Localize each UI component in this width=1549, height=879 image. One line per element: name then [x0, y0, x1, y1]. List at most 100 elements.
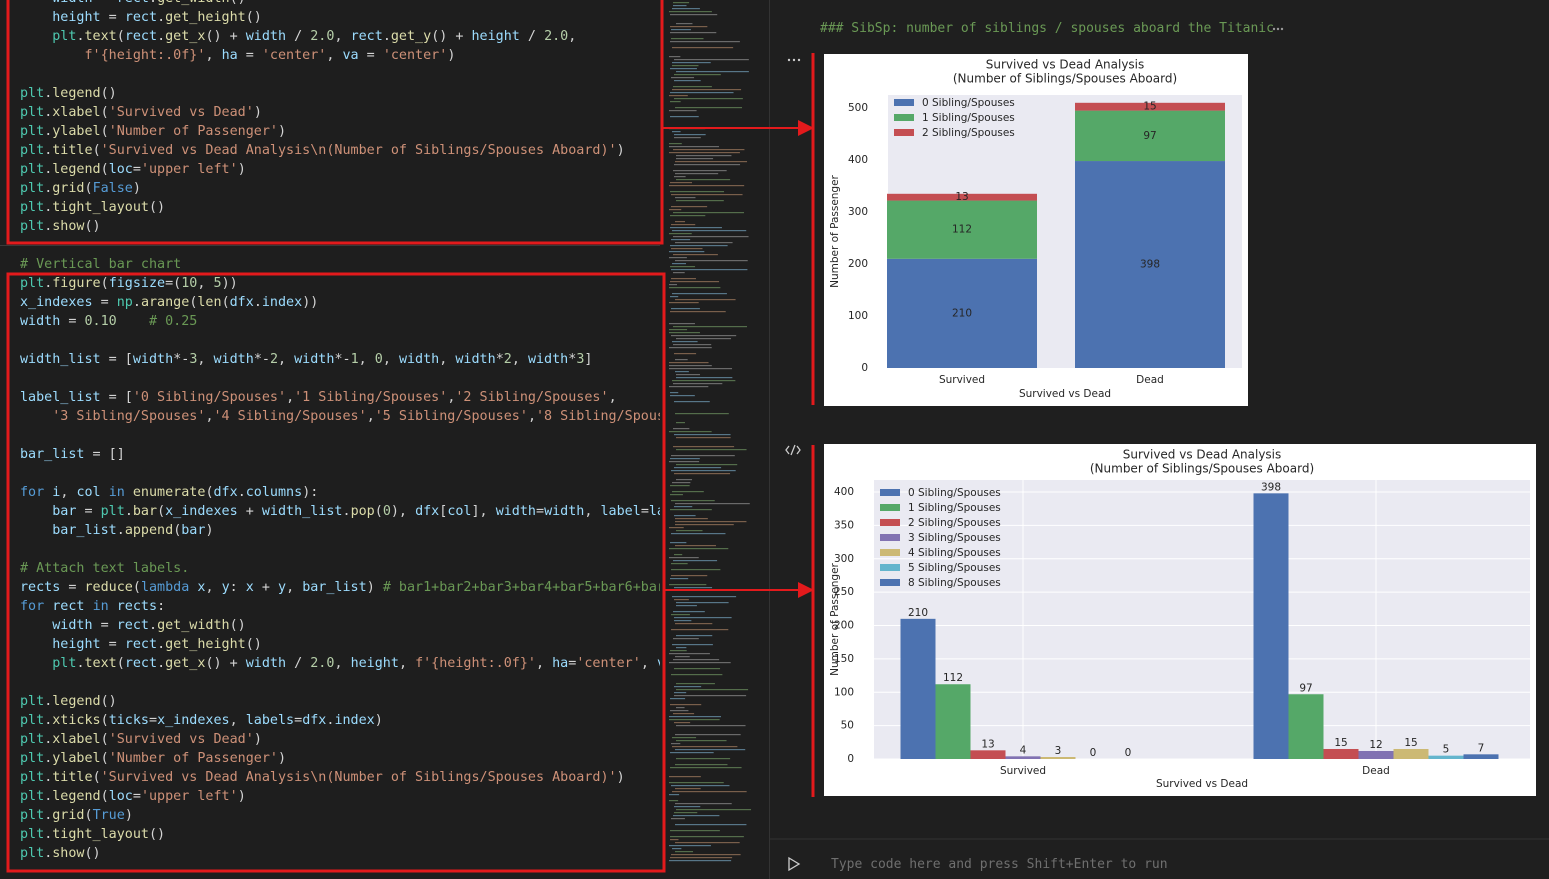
minimap-line — [669, 152, 740, 154]
code-token: xlabel — [52, 732, 101, 747]
code-token: height — [350, 656, 399, 671]
code-token: rect — [117, 0, 149, 6]
minimap-line — [670, 26, 708, 28]
minimap-line — [672, 644, 713, 646]
code-token: '3 Sibling/Spouses' — [52, 409, 206, 424]
minimap-line — [670, 704, 702, 706]
minimap-line — [669, 185, 745, 187]
code-token: 1 — [350, 352, 359, 367]
code-token: rect — [124, 656, 158, 671]
legend-swatch — [880, 579, 900, 586]
bar — [1253, 493, 1289, 759]
code-line: width = rect.get_width() — [20, 0, 246, 8]
code-token: )) — [302, 295, 319, 310]
input-placeholder[interactable]: Type code here and press Shift+Enter to … — [831, 857, 1168, 872]
code-line: plt.legend(loc='upper left') — [20, 160, 246, 179]
code-token: , — [439, 352, 456, 367]
code-token: ( — [84, 808, 93, 823]
code-token: # bar1+bar2+bar3+bar4+bar5+bar6+bar7 — [382, 580, 660, 595]
minimap-line — [669, 143, 682, 145]
code-token: # 0.25 — [149, 314, 198, 329]
code-line: for i, col in enumerate(dfx.columns): — [20, 483, 318, 502]
code-token: labels — [245, 713, 295, 728]
code-token: xticks — [52, 713, 101, 728]
code-token: . — [157, 656, 166, 671]
code-token: . — [132, 295, 141, 310]
code-token: ( — [92, 770, 101, 785]
plot-area — [874, 480, 1530, 759]
minimap-line — [672, 341, 698, 343]
code-token: plt — [20, 751, 45, 766]
minimap-line — [675, 161, 748, 163]
minimap-line — [670, 68, 697, 70]
minimap-line — [674, 59, 749, 61]
minimap-line — [672, 263, 687, 265]
minimap-line — [674, 473, 731, 475]
code-token: get_x — [165, 656, 206, 671]
code-token: = — [640, 504, 649, 519]
x-axis-label: Survived vs Dead — [1156, 778, 1248, 790]
y-tick-label: 300 — [848, 206, 868, 218]
y-tick-label: 100 — [834, 686, 854, 698]
code-token: xlabel — [52, 105, 101, 120]
code-token: 2 — [503, 352, 512, 367]
code-token: index — [261, 295, 303, 310]
code-line: label_list = ['0 Sibling/Spouses','1 Sib… — [20, 388, 617, 407]
code-token: loc — [108, 789, 133, 804]
legend-label: 5 Sibling/Spouses — [908, 562, 1001, 574]
code-token: height — [52, 10, 101, 25]
value-label: 0 — [1125, 747, 1132, 759]
bar — [1323, 748, 1359, 759]
minimap-line — [669, 302, 699, 304]
minimap-line — [670, 767, 742, 769]
code-token: f'{height:.0f}' — [84, 48, 206, 63]
legend-swatch — [880, 489, 900, 496]
code-token: . — [149, 618, 158, 633]
minimap-line — [674, 668, 721, 670]
bar — [935, 684, 971, 759]
bar — [1005, 756, 1041, 759]
code-token: arange — [140, 295, 190, 310]
grouped-bar-chart: Survived vs Dead Analysis(Number of Sibl… — [824, 444, 1536, 796]
minimap-line — [669, 461, 700, 463]
minimap-line — [675, 260, 748, 262]
code-token: ) — [278, 124, 287, 139]
code-token: ( — [84, 181, 93, 196]
bar-segment — [1075, 102, 1225, 111]
code-token: = — [237, 48, 262, 63]
code-token: plt — [20, 694, 45, 709]
code-token: append — [124, 523, 174, 538]
code-token: = [] — [84, 447, 125, 462]
code-line: plt.figure(figsize=(10, 5)) — [20, 274, 238, 293]
code-line: plt.xticks(ticks=x_indexes, labels=dfx.i… — [20, 711, 383, 730]
code-token: ( — [374, 504, 383, 519]
minimap-line — [676, 602, 729, 604]
code-line: plt.show() — [20, 844, 101, 863]
code-token: title — [52, 143, 93, 158]
minimap-line — [675, 764, 728, 766]
code-token: = — [149, 713, 158, 728]
code-token: 5 — [213, 276, 222, 291]
code-token: ( — [205, 485, 214, 500]
minimap-line — [670, 227, 722, 229]
code-token: , — [205, 48, 222, 63]
code-token: width — [495, 504, 536, 519]
code-token: () — [229, 618, 246, 633]
code-token: width — [527, 352, 569, 367]
code-token: get_x — [165, 29, 206, 44]
code-token: 'Survived vs Dead Analysis\n(Number of S… — [100, 770, 617, 785]
minimap-line — [673, 560, 718, 562]
minimap-line — [674, 587, 713, 589]
code-token: 2 — [269, 352, 278, 367]
code-token: , — [536, 656, 553, 671]
minimap-line — [675, 851, 694, 853]
minimap-line — [674, 599, 689, 601]
minimap-line — [673, 659, 720, 661]
code-token: rect — [124, 637, 158, 652]
code-token: ( — [100, 124, 109, 139]
code-token: legend — [52, 694, 101, 709]
code-token: 'center' — [382, 48, 448, 63]
code-token: '0 Sibling/Spouses' — [132, 390, 287, 405]
code-token: f'{height:.0f}' — [415, 656, 536, 671]
code-token: ), — [390, 504, 416, 519]
